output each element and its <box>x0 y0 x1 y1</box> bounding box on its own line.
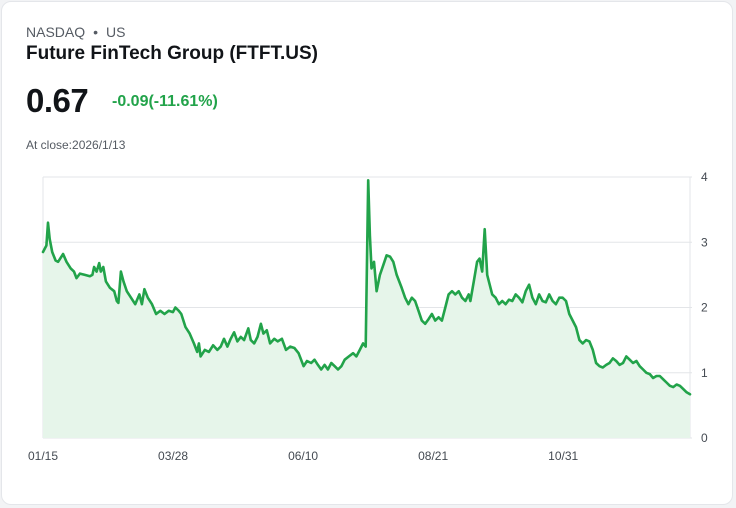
x-tick-label: 08/21 <box>418 449 448 463</box>
x-tick-label: 06/10 <box>288 449 318 463</box>
exchange-row: NASDAQ • US <box>26 24 125 40</box>
y-tick-label: 3 <box>701 235 708 249</box>
y-tick-label: 0 <box>701 431 708 445</box>
close-date: At close:2026/1/13 <box>26 138 126 152</box>
y-tick-label: 4 <box>701 170 708 184</box>
separator-dot: • <box>93 24 99 40</box>
x-tick-label: 01/15 <box>28 449 58 463</box>
x-tick-label: 03/28 <box>158 449 188 463</box>
market-label: US <box>106 24 126 40</box>
stock-title: Future FinTech Group (FTFT.US) <box>26 43 319 64</box>
exchange-label: NASDAQ <box>26 24 86 40</box>
y-tick-label: 1 <box>701 366 708 380</box>
price-line <box>41 179 692 396</box>
y-tick-label: 2 <box>701 301 708 315</box>
price-change: -0.09(-11.61%) <box>112 93 218 110</box>
x-tick-label: 10/31 <box>548 449 578 463</box>
current-price: 0.67 <box>26 82 89 119</box>
